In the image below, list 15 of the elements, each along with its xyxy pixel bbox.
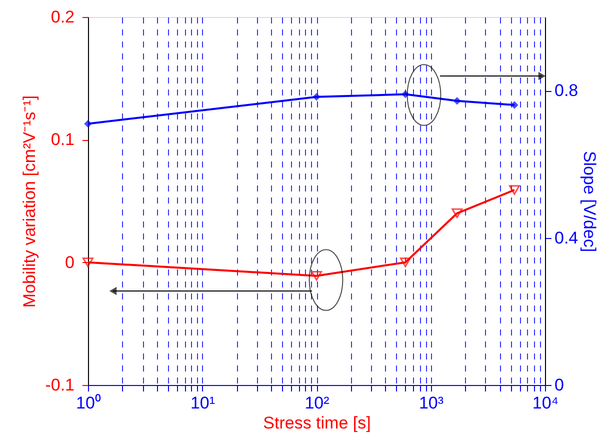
y2-tick-label: 0.8 bbox=[554, 81, 578, 100]
x-tick-label: 10⁴ bbox=[532, 394, 559, 412]
y2-tick-label: 0 bbox=[554, 376, 564, 394]
y-tick-label: -0.1 bbox=[45, 376, 74, 394]
y-tick-label: 0 bbox=[65, 252, 74, 272]
y2-axis-title: Slope [V/dec] bbox=[580, 150, 600, 252]
y-axis-title: Mobility variation [cm²V⁻¹s⁻¹] bbox=[20, 95, 40, 308]
y-tick-label: 0.2 bbox=[50, 8, 74, 26]
x-axis-title: Stress time [s] bbox=[263, 414, 371, 432]
x-tick-label: 10¹ bbox=[190, 394, 216, 412]
y-tick-label: 0.1 bbox=[50, 130, 74, 150]
x-tick-label: 10² bbox=[304, 394, 330, 412]
x-tick-label: 10³ bbox=[418, 394, 444, 412]
y2-tick-label: 0.4 bbox=[554, 228, 578, 248]
x-tick-label: 10⁰ bbox=[76, 394, 101, 412]
